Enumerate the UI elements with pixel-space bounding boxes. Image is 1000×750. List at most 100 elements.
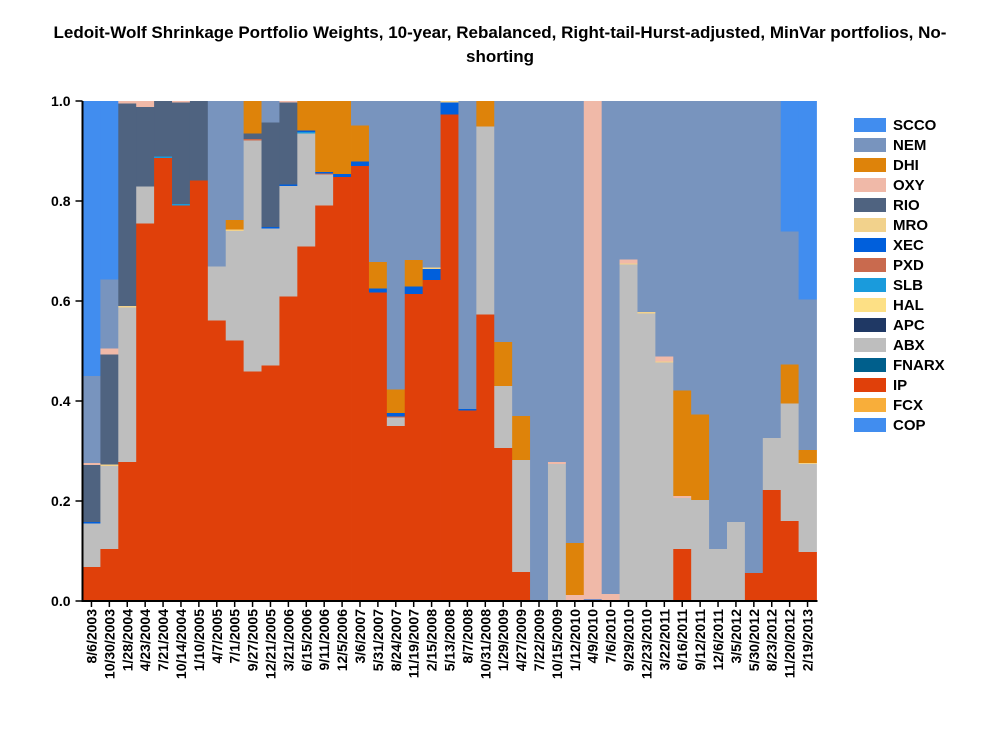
bar-segment-nem <box>744 101 764 573</box>
bar-segment-oxy <box>583 101 603 600</box>
bar-segment-oxy <box>82 463 101 465</box>
x-tick-label: 11/19/2007 <box>406 609 422 679</box>
legend-label-fnarx: FNARX <box>893 357 945 374</box>
bar-segment-ip <box>762 490 782 601</box>
bar-segment-mro <box>422 267 441 269</box>
bar-segment-mro <box>619 263 638 265</box>
bar-segment-dhi <box>404 260 424 287</box>
x-tick-label: 2/19/2013 <box>800 609 816 671</box>
bar-segment-abx <box>136 186 155 224</box>
y-tick-label: 0.6 <box>51 293 71 309</box>
bar-segment-ip <box>172 205 191 601</box>
bar-segment-rio <box>243 133 262 139</box>
bar-segment-oxy <box>673 496 692 498</box>
bar-segment-slb <box>297 132 316 134</box>
bar-segment-xec <box>458 409 477 411</box>
bar-segment-rio <box>261 122 280 227</box>
bar-segment-scco <box>798 101 817 300</box>
bar-segment-abx <box>297 133 316 247</box>
legend-swatch-pxd <box>854 258 886 272</box>
bar-segment-xec <box>315 172 334 174</box>
bar-segment-ip <box>136 223 155 601</box>
bar-segment-abx <box>762 438 782 490</box>
bar-segment-abx <box>691 500 710 601</box>
bar-segment-dhi <box>565 543 585 595</box>
bar-segment-ip <box>261 365 280 601</box>
axes-layer: 8/6/2003 10/30/2003 1/28/2004 4/23/2004 7/21… <box>51 93 818 679</box>
x-tick-label: 9/29/2010 <box>621 609 637 671</box>
legend-label-fcx: FCX <box>893 397 923 414</box>
bar-segment-abx <box>494 386 513 448</box>
bar-segment-abx <box>207 266 227 321</box>
bar-segment-rio <box>279 102 298 185</box>
bar-segment-scco <box>780 101 799 232</box>
y-tick-label: 0.0 <box>51 593 71 609</box>
bar-segment-dhi <box>780 364 799 404</box>
bar-segment-scco <box>100 101 119 280</box>
legend-label-nem: NEM <box>893 137 926 154</box>
bar-segment-rio <box>82 465 101 522</box>
y-tick-label: 0.4 <box>51 393 71 409</box>
bar-segment-abx <box>118 307 137 462</box>
x-tick-label: 4/7/2005 <box>209 609 225 664</box>
x-tick-label: 6/16/2011 <box>674 609 690 671</box>
legend-label-apc: APC <box>893 317 925 334</box>
bar-segment-abx <box>637 313 656 601</box>
bar-segment-oxy <box>655 356 674 362</box>
bar-segment-ip <box>780 521 799 601</box>
bar-segment-nem <box>225 101 245 220</box>
bar-segment-oxy <box>601 594 620 601</box>
bar-segment-mro <box>225 229 245 231</box>
x-tick-label: 10/14/2004 <box>173 609 189 679</box>
bar-segment-nem <box>547 101 567 462</box>
bar-segment-nem <box>494 101 513 342</box>
bar-segment-rio <box>189 101 209 181</box>
x-tick-label: 11/20/2012 <box>782 609 798 679</box>
bar-segment-ip <box>243 371 262 601</box>
bar-segment-rio <box>172 102 191 204</box>
legend-swatch-apc <box>854 318 886 332</box>
bar-segment-mro <box>118 306 137 308</box>
bar-segment-xec <box>386 413 406 417</box>
bar-segment-dhi <box>243 101 262 134</box>
bar-segment-pxd <box>386 416 406 418</box>
bar-segment-oxy <box>172 101 191 103</box>
x-tick-label: 12/5/2006 <box>334 609 350 671</box>
bar-segment-nem <box>458 101 477 409</box>
bar-segment-nem <box>100 279 119 349</box>
bar-segment-mro <box>440 101 459 103</box>
x-tick-label: 8/6/2003 <box>83 609 99 664</box>
x-tick-label: 3/22/2011 <box>656 609 672 671</box>
legend-label-pxd: PXD <box>893 257 924 274</box>
bar-segment-ip <box>422 280 441 601</box>
x-tick-label: 2/15/2008 <box>424 609 440 671</box>
bar-segment-oxy <box>118 101 137 104</box>
legend-swatch-dhi <box>854 158 886 172</box>
bar-segment-nem <box>565 101 585 543</box>
bar-segment-nem <box>368 101 388 262</box>
bar-segment-oxy <box>565 595 585 601</box>
x-tick-label: 5/31/2007 <box>370 609 386 671</box>
bar-segment-ip <box>368 292 388 601</box>
bar-segment-abx <box>709 549 728 601</box>
bar-segment-rio <box>118 103 137 306</box>
bar-segment-ip <box>100 549 119 601</box>
x-tick-label: 3/5/2012 <box>728 609 744 664</box>
x-tick-label: 8/7/2008 <box>459 609 475 664</box>
bar-segment-ip <box>297 246 316 601</box>
bar-segment-dhi <box>333 101 352 174</box>
bar-segment-abx <box>315 174 334 206</box>
bar-segment-abx <box>619 264 638 601</box>
legend-swatch-abx <box>854 338 886 352</box>
bar-segment-abx <box>243 140 262 372</box>
legend-swatch-ip <box>854 378 886 392</box>
bar-segment-ip <box>279 296 298 601</box>
x-tick-label: 12/6/2011 <box>710 609 726 671</box>
bar-segment-oxy <box>100 348 119 355</box>
bar-segment-ip <box>512 572 531 601</box>
legend-label-abx: ABX <box>893 337 925 354</box>
bar-segment-nem <box>726 101 746 522</box>
x-tick-label: 7/6/2010 <box>603 609 619 664</box>
chart-title: Ledoit-Wolf Shrinkage Portfolio Weights,… <box>53 23 947 66</box>
